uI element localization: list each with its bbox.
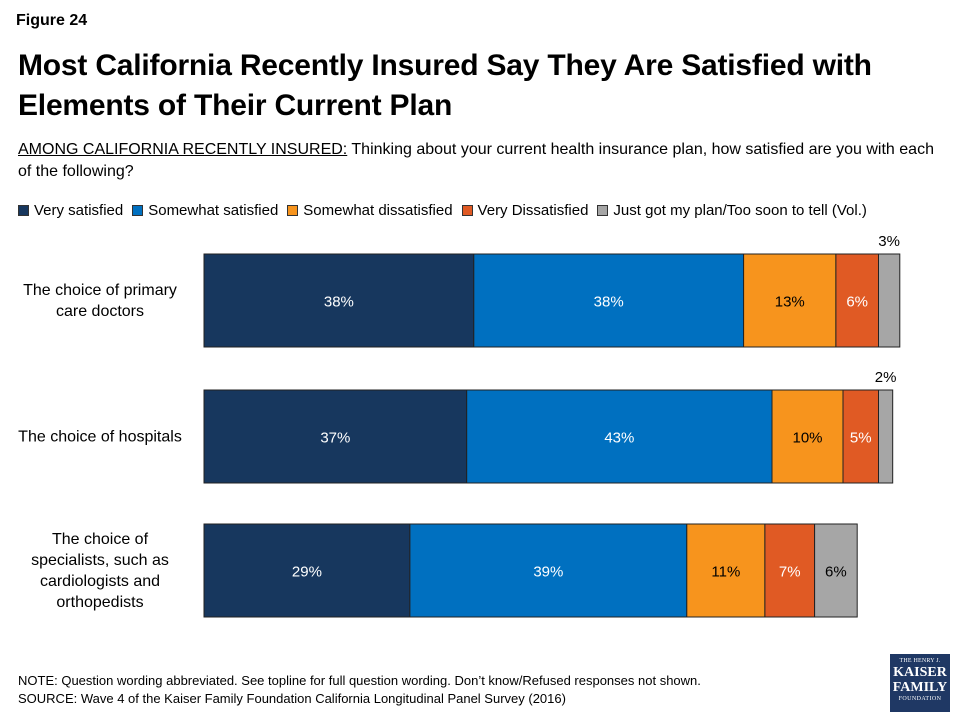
bar-segment <box>842 389 879 484</box>
category-label-line: specialists, such as <box>31 552 169 569</box>
category-label-line: The choice of hospitals <box>18 429 182 446</box>
data-label: 29% <box>292 564 322 581</box>
source-line: SOURCE: Wave 4 of the Kaiser Family Foun… <box>18 691 566 706</box>
question-text: AMONG CALIFORNIA RECENTLY INSURED: Think… <box>18 139 943 183</box>
category-label-line: The choice of <box>52 531 149 548</box>
legend-item: Very satisfied <box>18 202 123 219</box>
data-label: 13% <box>775 294 805 311</box>
bar-segment <box>764 523 816 618</box>
data-label: 43% <box>604 430 634 447</box>
legend-swatch <box>461 205 473 216</box>
category-label-line: cardiologists and <box>40 573 160 590</box>
bar-segment <box>878 253 901 348</box>
bar-segment <box>686 523 766 618</box>
chart-title: Most California Recently Insured Say The… <box>18 49 872 122</box>
bar-segment <box>814 523 858 618</box>
data-label: 2% <box>875 369 897 386</box>
data-label: 10% <box>792 430 822 447</box>
legend-label: Just got my plan/Too soon to tell (Vol.) <box>613 202 867 219</box>
logo-line-3: FAMILY <box>892 680 948 695</box>
note-line: NOTE: Question wording abbreviated. See … <box>18 673 701 688</box>
data-label: 3% <box>878 233 900 250</box>
footnote: NOTE: Question wording abbreviated. See … <box>18 672 701 708</box>
bar-segment <box>743 253 837 348</box>
legend-item: Very Dissatisfied <box>461 202 589 219</box>
data-label: 39% <box>533 564 563 581</box>
kff-logo: THE HENRY J. KAISER FAMILY FOUNDATION <box>890 654 950 712</box>
stacked-bar-chart: The choice of primary care doctors 38% 38% 1… <box>18 233 901 618</box>
question-body: Thinking about your current health insur… <box>18 141 934 180</box>
data-label: 7% <box>779 564 801 581</box>
legend-swatch <box>287 205 299 216</box>
data-label: 38% <box>324 294 354 311</box>
logo-line-4: FOUNDATION <box>898 696 942 702</box>
bar-segment <box>203 253 475 348</box>
data-label: 11% <box>711 564 740 581</box>
bar-segment <box>771 389 844 484</box>
chart-legend: Very satisfied Somewhat satisfied Somewhat… <box>18 202 953 219</box>
legend-item: Somewhat dissatisfied <box>287 202 453 219</box>
bar-segment <box>466 389 773 484</box>
bar-segment <box>203 389 468 484</box>
category-label-line: orthopedists <box>56 594 143 611</box>
category-label-line: The choice of primary <box>23 282 177 299</box>
question-lead: AMONG CALIFORNIA RECENTLY INSURED: <box>18 141 348 158</box>
legend-swatch <box>18 205 29 216</box>
bar-segment <box>473 253 745 348</box>
bar-segment <box>878 389 894 484</box>
category-label: The choice of primary care doctors <box>23 282 177 320</box>
figure-label: Figure 24 <box>16 12 88 29</box>
category-label-line: care doctors <box>56 303 144 320</box>
data-label: 6% <box>846 294 868 311</box>
legend-label: Somewhat satisfied <box>148 202 279 219</box>
legend-swatch <box>597 205 609 216</box>
logo-line-1: THE HENRY J. <box>899 658 941 664</box>
bar-segment <box>203 523 411 618</box>
data-label: 37% <box>320 430 350 447</box>
category-label: The choice of hospitals <box>18 429 182 446</box>
category-label: The choice of specialists, such as cardiol… <box>31 531 169 611</box>
legend-item: Just got my plan/Too soon to tell (Vol.) <box>597 202 867 219</box>
legend-label: Somewhat dissatisfied <box>303 202 453 219</box>
data-label: 5% <box>850 430 872 447</box>
legend-swatch <box>132 205 144 216</box>
logo-line-2: KAISER <box>893 665 947 680</box>
data-label: 38% <box>594 294 624 311</box>
legend-item: Somewhat satisfied <box>132 202 278 219</box>
legend-label: Very Dissatisfied <box>477 202 589 219</box>
bar-segment <box>409 523 688 618</box>
legend-label: Very satisfied <box>34 202 124 219</box>
data-label: 6% <box>825 564 847 581</box>
